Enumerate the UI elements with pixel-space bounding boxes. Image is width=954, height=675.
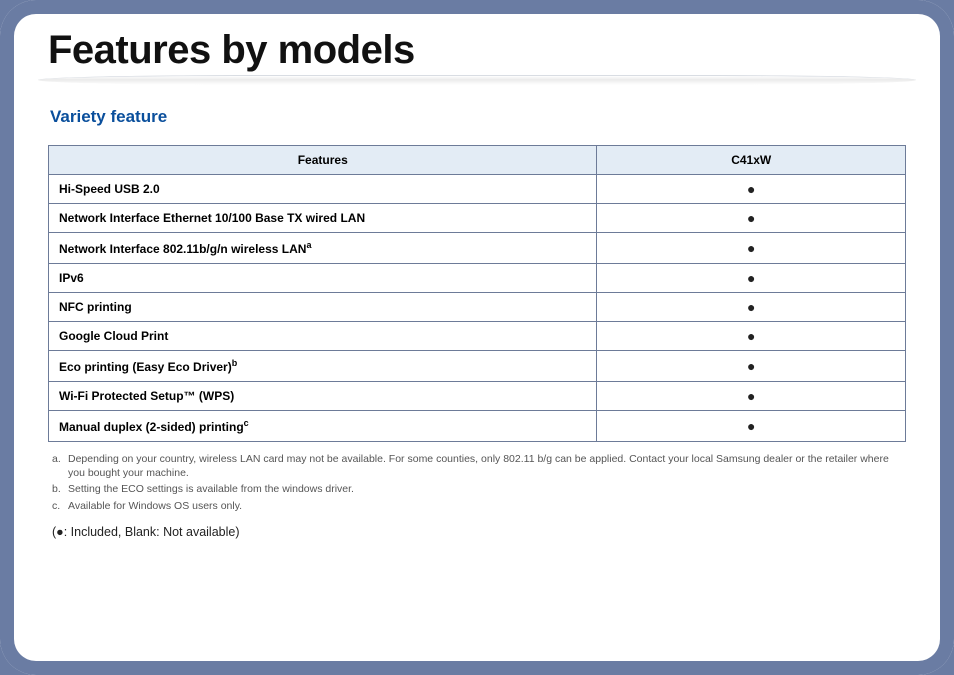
footnote-ref: b xyxy=(232,358,238,368)
table-row: Google Cloud Print ● xyxy=(49,322,906,351)
feature-mark-cell: ● xyxy=(597,382,906,411)
document-page: Features by models Variety feature Featu… xyxy=(0,0,954,675)
feature-name: Network Interface Ethernet 10/100 Base T… xyxy=(59,211,365,225)
table-row: Manual duplex (2-sided) printingc● xyxy=(49,411,906,442)
col-header-model: C41xW xyxy=(597,146,906,175)
feature-name: IPv6 xyxy=(59,271,84,285)
footnote-label: b. xyxy=(52,482,68,496)
feature-name-cell: Hi-Speed USB 2.0 xyxy=(49,175,597,204)
feature-mark-cell: ● xyxy=(597,175,906,204)
feature-mark-cell: ● xyxy=(597,293,906,322)
footnote: b.Setting the ECO settings is available … xyxy=(52,482,906,496)
feature-mark-cell: ● xyxy=(597,322,906,351)
page-title: Features by models xyxy=(48,28,906,73)
footnote-text: Depending on your country, wireless LAN … xyxy=(68,452,906,480)
feature-name: NFC printing xyxy=(59,300,132,314)
feature-name-cell: Network Interface Ethernet 10/100 Base T… xyxy=(49,204,597,233)
footnote: c.Available for Windows OS users only. xyxy=(52,499,906,513)
table-header-row: Features C41xW xyxy=(49,146,906,175)
features-table: Features C41xW Hi-Speed USB 2.0 ● Network … xyxy=(48,145,906,442)
title-divider xyxy=(38,75,916,85)
footnote-label: c. xyxy=(52,499,68,513)
feature-name-cell: Network Interface 802.11b/g/n wireless L… xyxy=(49,233,597,264)
feature-name-cell: Manual duplex (2-sided) printingc xyxy=(49,411,597,442)
feature-name: Hi-Speed USB 2.0 xyxy=(59,182,160,196)
feature-name: Eco printing (Easy Eco Driver) xyxy=(59,360,232,374)
feature-mark-cell: ● xyxy=(597,351,906,382)
feature-name-cell: Eco printing (Easy Eco Driver)b xyxy=(49,351,597,382)
feature-name-cell: IPv6 xyxy=(49,264,597,293)
feature-name-cell: NFC printing xyxy=(49,293,597,322)
table-row: IPv6 ● xyxy=(49,264,906,293)
table-row: Eco printing (Easy Eco Driver)b● xyxy=(49,351,906,382)
footnote: a.Depending on your country, wireless LA… xyxy=(52,452,906,480)
footnote-ref: a xyxy=(306,240,311,250)
table-row: Hi-Speed USB 2.0 ● xyxy=(49,175,906,204)
col-header-features: Features xyxy=(49,146,597,175)
feature-name: Manual duplex (2-sided) printing xyxy=(59,420,244,434)
feature-name-cell: Wi-Fi Protected Setup™ (WPS) xyxy=(49,382,597,411)
section-title: Variety feature xyxy=(50,107,906,127)
feature-mark-cell: ● xyxy=(597,411,906,442)
table-row: Network Interface Ethernet 10/100 Base T… xyxy=(49,204,906,233)
feature-name-cell: Google Cloud Print xyxy=(49,322,597,351)
table-row: Wi-Fi Protected Setup™ (WPS) ● xyxy=(49,382,906,411)
feature-mark-cell: ● xyxy=(597,204,906,233)
footnote-text: Available for Windows OS users only. xyxy=(68,499,242,513)
feature-name: Google Cloud Print xyxy=(59,329,168,343)
table-row: Network Interface 802.11b/g/n wireless L… xyxy=(49,233,906,264)
legend: (●: Included, Blank: Not available) xyxy=(52,525,906,539)
feature-name: Network Interface 802.11b/g/n wireless L… xyxy=(59,242,306,256)
feature-name: Wi-Fi Protected Setup™ (WPS) xyxy=(59,389,234,403)
table-body: Hi-Speed USB 2.0 ● Network Interface Ether… xyxy=(49,175,906,442)
feature-mark-cell: ● xyxy=(597,233,906,264)
footnote-ref: c xyxy=(244,418,249,428)
feature-mark-cell: ● xyxy=(597,264,906,293)
footnote-text: Setting the ECO settings is available fr… xyxy=(68,482,354,496)
table-row: NFC printing ● xyxy=(49,293,906,322)
footnotes: a.Depending on your country, wireless LA… xyxy=(52,452,906,513)
footnote-label: a. xyxy=(52,452,68,480)
